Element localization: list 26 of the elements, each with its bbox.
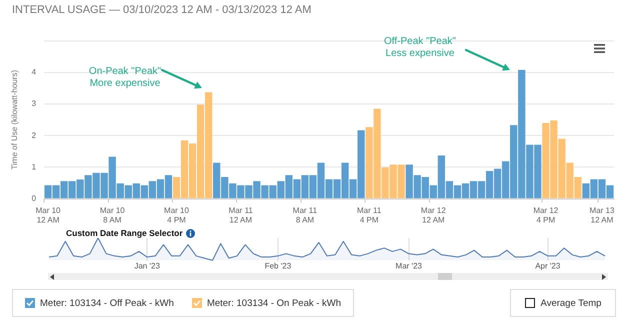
x-tick-label: Feb '23	[264, 261, 292, 270]
y-tick-label: 0	[32, 194, 37, 204]
legend-label: Meter: 103134 - On Peak - kWh	[206, 298, 342, 308]
annotation: Off-Peak "Peak" Less expensive	[383, 36, 457, 60]
x-tick-label: Mar 12 12 AM	[420, 206, 446, 224]
x-tick-label: Mar 13 12 AM	[590, 206, 615, 224]
x-tick-label: Mar '23	[396, 261, 423, 270]
y-tick-label: 3	[32, 99, 37, 108]
annotation: On-Peak "Peak" More expensive	[88, 66, 162, 90]
x-tick-label: Apr '23	[535, 261, 561, 270]
x-tick-label: Mar 10 12 AM	[36, 206, 62, 224]
y-axis-title: Time of Use (kilowatt-hours)	[10, 70, 20, 170]
x-tick-label: Mar 11 4 PM	[357, 206, 382, 224]
x-tick-label: Mar 11 8 AM	[292, 206, 318, 224]
x-tick-label: Mar 10 4 PM	[164, 206, 190, 224]
x-tick-label: Mar 11 12 AM	[228, 206, 254, 224]
y-tick-label: 1	[32, 162, 37, 172]
x-tick-label: Jan '23	[134, 261, 160, 270]
y-tick-label: 2	[32, 130, 37, 140]
legend-label: Meter: 103134 - Off Peak - kWh	[40, 298, 174, 308]
y-tick-label: 4	[32, 68, 37, 77]
chart-title: INTERVAL USAGE — 03/10/2023 12 AM - 03/13/2023 12 AM	[12, 4, 312, 16]
x-tick-label: Mar 12 4 PM	[533, 206, 559, 224]
x-tick-label: Mar 10 8 AM	[100, 206, 126, 224]
chart-title: Custom Date Range Selector	[66, 228, 183, 238]
text: Average Temp	[540, 298, 602, 308]
